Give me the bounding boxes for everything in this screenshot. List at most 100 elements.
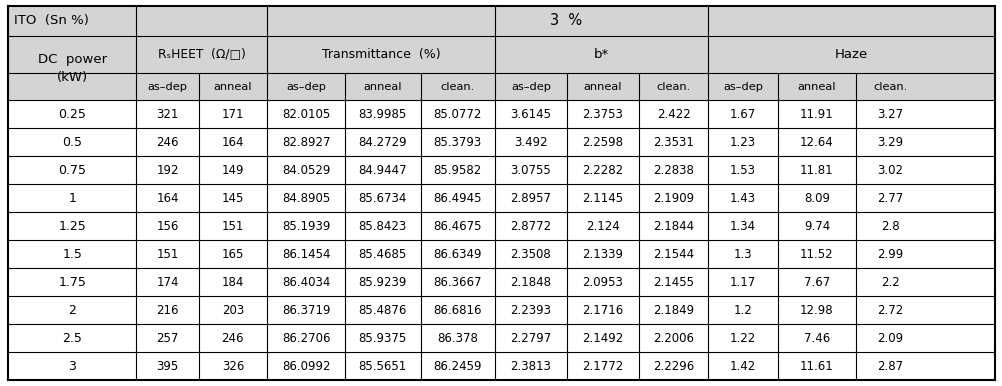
Text: DC  power
(kW): DC power (kW) xyxy=(37,52,106,83)
Text: 86.4675: 86.4675 xyxy=(433,220,482,233)
Text: anneal: anneal xyxy=(797,82,836,92)
Bar xyxy=(8,156,994,185)
Text: as–dep: as–dep xyxy=(286,82,326,92)
Text: 84.9447: 84.9447 xyxy=(358,164,407,177)
Text: 2.1848: 2.1848 xyxy=(510,276,551,289)
Text: clean.: clean. xyxy=(440,82,474,92)
Text: 3.29: 3.29 xyxy=(877,136,903,149)
Text: 156: 156 xyxy=(156,220,178,233)
Text: 151: 151 xyxy=(221,220,243,233)
Text: 1.5: 1.5 xyxy=(62,248,82,261)
Text: 2.422: 2.422 xyxy=(656,108,689,121)
Text: 3.02: 3.02 xyxy=(877,164,903,177)
Text: 82.0105: 82.0105 xyxy=(282,108,330,121)
Text: 3.6145: 3.6145 xyxy=(510,108,551,121)
Text: 12.64: 12.64 xyxy=(800,136,833,149)
Text: 3.0755: 3.0755 xyxy=(510,164,551,177)
Bar xyxy=(8,6,994,36)
Text: 2.2838: 2.2838 xyxy=(652,164,693,177)
Text: 2.2598: 2.2598 xyxy=(582,136,622,149)
Text: as–dep: as–dep xyxy=(147,82,187,92)
Text: 7.67: 7.67 xyxy=(803,276,830,289)
Text: 1.75: 1.75 xyxy=(58,276,86,289)
Text: 2.1844: 2.1844 xyxy=(652,220,693,233)
Text: 9.74: 9.74 xyxy=(803,220,830,233)
Bar xyxy=(8,324,994,352)
Text: 192: 192 xyxy=(156,164,178,177)
Text: b*: b* xyxy=(593,48,608,61)
Text: 2: 2 xyxy=(68,304,76,317)
Text: 1.53: 1.53 xyxy=(729,164,756,177)
Text: 85.6734: 85.6734 xyxy=(359,192,407,205)
Text: 2.1716: 2.1716 xyxy=(581,304,623,317)
Text: 11.61: 11.61 xyxy=(800,359,833,372)
Text: 8.09: 8.09 xyxy=(804,192,829,205)
Text: 2.1492: 2.1492 xyxy=(581,332,623,345)
Text: 85.9582: 85.9582 xyxy=(433,164,481,177)
Text: 11.81: 11.81 xyxy=(800,164,833,177)
Text: 2.1849: 2.1849 xyxy=(652,304,693,317)
Text: 174: 174 xyxy=(156,276,178,289)
Text: 2.1145: 2.1145 xyxy=(582,192,623,205)
Text: 1.34: 1.34 xyxy=(729,220,756,233)
Text: Transmittance  (%): Transmittance (%) xyxy=(322,48,440,61)
Text: anneal: anneal xyxy=(213,82,252,92)
Text: 1.25: 1.25 xyxy=(58,220,86,233)
Text: 326: 326 xyxy=(221,359,243,372)
Text: 0.5: 0.5 xyxy=(62,136,82,149)
Text: 86.3719: 86.3719 xyxy=(282,304,330,317)
Text: 321: 321 xyxy=(156,108,178,121)
Text: as–dep: as–dep xyxy=(722,82,763,92)
Text: Haze: Haze xyxy=(835,48,868,61)
Text: 85.8423: 85.8423 xyxy=(359,220,407,233)
Text: 11.91: 11.91 xyxy=(800,108,833,121)
Text: 2.09: 2.09 xyxy=(877,332,903,345)
Text: 1.42: 1.42 xyxy=(729,359,756,372)
Text: 7.46: 7.46 xyxy=(803,332,830,345)
Text: RₛHEET  (Ω/□): RₛHEET (Ω/□) xyxy=(157,48,245,61)
Text: 246: 246 xyxy=(221,332,243,345)
Text: 246: 246 xyxy=(156,136,178,149)
Text: 165: 165 xyxy=(221,248,243,261)
Text: 85.9375: 85.9375 xyxy=(359,332,407,345)
Text: 2.3531: 2.3531 xyxy=(652,136,693,149)
Text: 86.2706: 86.2706 xyxy=(282,332,330,345)
Text: 1.3: 1.3 xyxy=(733,248,752,261)
Bar xyxy=(8,129,994,156)
Text: 2.8772: 2.8772 xyxy=(510,220,551,233)
Text: 2.0953: 2.0953 xyxy=(582,276,622,289)
Bar xyxy=(8,100,994,129)
Text: anneal: anneal xyxy=(583,82,621,92)
Bar xyxy=(8,212,994,240)
Text: 216: 216 xyxy=(156,304,178,317)
Text: 2.1339: 2.1339 xyxy=(582,248,622,261)
Bar xyxy=(8,36,994,73)
Text: 149: 149 xyxy=(221,164,243,177)
Text: 86.4945: 86.4945 xyxy=(433,192,482,205)
Text: 2.3508: 2.3508 xyxy=(510,248,551,261)
Text: 2.1772: 2.1772 xyxy=(581,359,623,372)
Text: 171: 171 xyxy=(221,108,243,121)
Text: 82.8927: 82.8927 xyxy=(282,136,330,149)
Text: 1: 1 xyxy=(68,192,76,205)
Text: 1.43: 1.43 xyxy=(729,192,756,205)
Text: 2.72: 2.72 xyxy=(877,304,903,317)
Text: 164: 164 xyxy=(221,136,243,149)
Text: 85.9239: 85.9239 xyxy=(359,276,407,289)
Text: 2.3813: 2.3813 xyxy=(510,359,551,372)
Text: 2.2282: 2.2282 xyxy=(582,164,623,177)
Text: 84.8905: 84.8905 xyxy=(282,192,330,205)
Text: 85.4685: 85.4685 xyxy=(359,248,407,261)
Bar xyxy=(8,352,994,380)
Text: 86.0992: 86.0992 xyxy=(282,359,330,372)
Bar xyxy=(8,185,994,212)
Text: 86.6349: 86.6349 xyxy=(433,248,482,261)
Text: 2.124: 2.124 xyxy=(585,220,619,233)
Text: 3: 3 xyxy=(68,359,76,372)
Text: 0.75: 0.75 xyxy=(58,164,86,177)
Text: 1.23: 1.23 xyxy=(729,136,756,149)
Text: 395: 395 xyxy=(156,359,178,372)
Text: 2.2797: 2.2797 xyxy=(510,332,551,345)
Text: 86.378: 86.378 xyxy=(437,332,478,345)
Bar xyxy=(8,296,994,324)
